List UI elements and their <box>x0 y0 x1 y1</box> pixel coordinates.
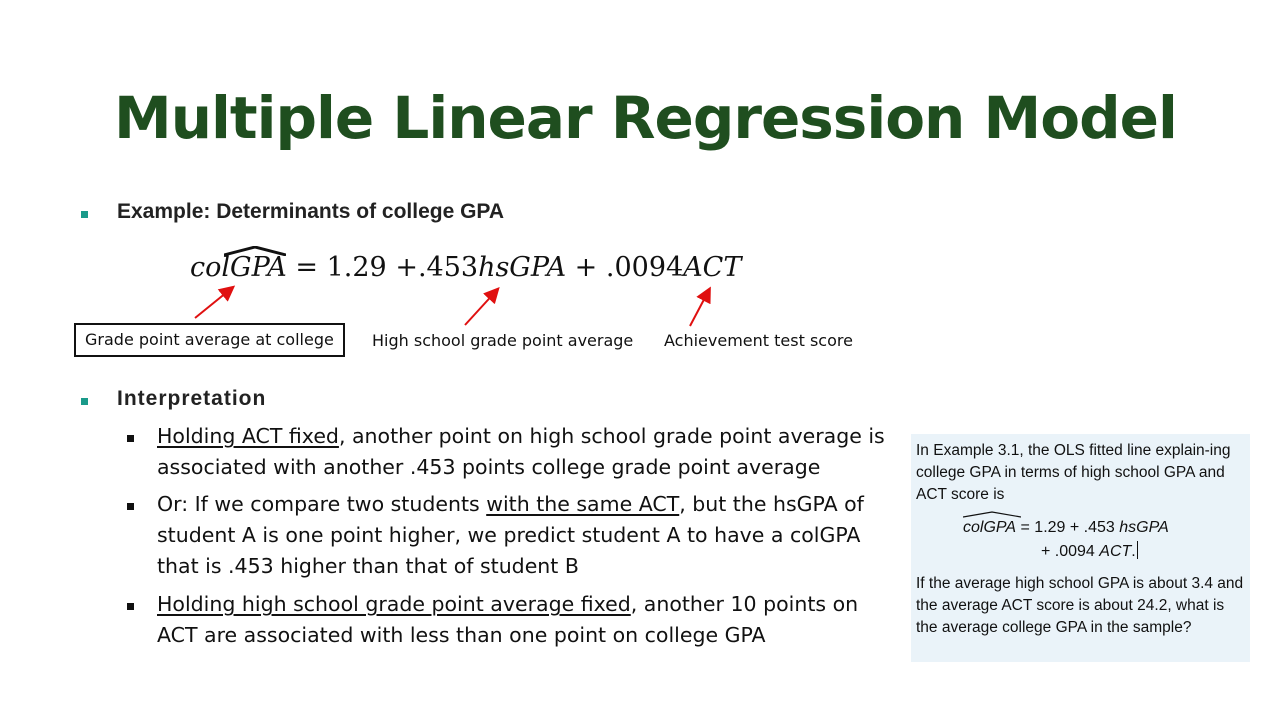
sidebox-colgpa: colGPA <box>963 511 1021 540</box>
text-cursor <box>1136 541 1138 559</box>
hat-accent-icon <box>224 246 286 256</box>
eq-col: col <box>190 252 231 283</box>
eq-hsgpa: hsGPA <box>478 252 567 283</box>
sub-bullet-marker <box>127 603 134 610</box>
arrow-act <box>689 286 711 327</box>
arrow-colgpa <box>194 285 236 319</box>
eq-plus-2: + <box>574 252 598 283</box>
interpretation-bullet-3: Holding high school grade point average … <box>157 589 877 651</box>
eq-gpa: GPA <box>230 252 287 283</box>
label-act: Achievement test score <box>664 331 853 350</box>
eq-plus-1: + <box>395 252 418 283</box>
eq-coef-act: .0094 <box>605 252 684 283</box>
slide-title: Multiple Linear Regression Model <box>114 84 1178 152</box>
arrow-hsgpa <box>464 287 500 326</box>
sidebox-question: If the average high school GPA is about … <box>916 575 1244 636</box>
underlined-phrase: with the same ACT <box>486 492 680 516</box>
sidebox-intro: In Example 3.1, the OLS fitted line expl… <box>916 442 1231 503</box>
interpretation-heading: Interpretation <box>117 387 267 410</box>
label-hsgpa: High school grade point average <box>372 331 634 350</box>
interpretation-bullet-2: Or: If we compare two students with the … <box>157 489 897 582</box>
eq-coef-hs: .453 <box>417 252 479 283</box>
sub-bullet-marker <box>127 435 134 442</box>
hat-accent-icon <box>963 511 1021 518</box>
colgpa-term: colGPA <box>190 246 287 283</box>
sidebox-eq-text: + .0094 <box>1041 543 1100 560</box>
bullet-marker <box>81 398 88 405</box>
sidebox-lhs: colGPA <box>963 519 1017 536</box>
sidebox-eq-var: hsGPA <box>1119 519 1169 536</box>
regression-equation: colGPA = 1.29 +.453hsGPA + .0094ACT <box>190 246 742 283</box>
sub-bullet-marker <box>127 503 134 510</box>
sidebox-equation-line-1: colGPA = 1.29 + .453 hsGPA <box>963 511 1169 540</box>
label-colgpa: Grade point average at college <box>74 323 345 357</box>
example-sidebox: In Example 3.1, the OLS fitted line expl… <box>911 434 1250 662</box>
bullet-text: , another 10 points on ACT are associate… <box>157 592 859 647</box>
eq-act: ACT <box>683 252 742 283</box>
sidebox-eq-period: . <box>1131 543 1136 560</box>
bullet-text: , but the hsGPA of student A is one poin… <box>157 492 864 578</box>
sidebox-eq-text: = 1.29 + .453 <box>1016 519 1120 536</box>
sidebox-eq-var: ACT <box>1099 543 1132 560</box>
underlined-phrase: Holding high school grade point average … <box>157 592 631 616</box>
interpretation-bullet-1: Holding ACT fixed, another point on high… <box>157 421 897 483</box>
example-heading: Example: Determinants of college GPA <box>117 200 505 223</box>
bullet-text: , another point on high school grade poi… <box>157 424 885 479</box>
sidebox-equation-line-2: + .0094 ACT. <box>1041 540 1138 564</box>
eq-intercept: 1.29 <box>326 252 387 283</box>
bullet-marker <box>81 211 88 218</box>
underlined-phrase: Holding ACT fixed <box>157 424 339 448</box>
eq-equals: = <box>295 252 318 283</box>
bullet-text: Or: If we compare two students <box>157 492 487 516</box>
